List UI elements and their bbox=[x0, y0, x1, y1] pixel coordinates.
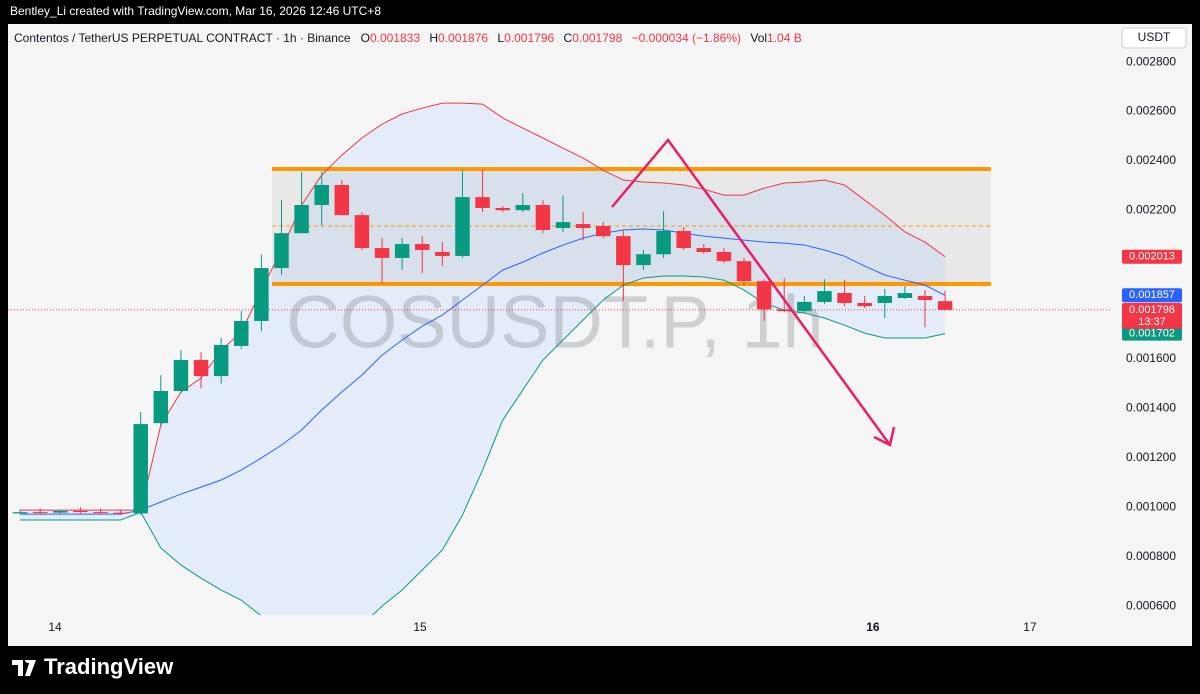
legend-row: Contentos / TetherUS PERPETUAL CONTRACT … bbox=[14, 31, 808, 45]
candle-body bbox=[254, 268, 269, 321]
low-value: 0.001796 bbox=[504, 31, 555, 45]
candle-body bbox=[435, 251, 450, 256]
open-value: 0.001833 bbox=[369, 31, 420, 45]
candle-body bbox=[535, 205, 551, 230]
candle-body bbox=[716, 251, 732, 262]
price-badge bbox=[1122, 288, 1182, 303]
candle-body bbox=[93, 512, 108, 514]
candle-body bbox=[213, 344, 229, 377]
y-tick-label: 0.002200 bbox=[1126, 203, 1176, 217]
candle-body bbox=[173, 360, 189, 391]
candle-body bbox=[153, 390, 169, 424]
candle-body bbox=[776, 309, 792, 312]
candle-body bbox=[32, 512, 48, 514]
candle-body bbox=[676, 230, 691, 249]
y-tick-label: 0.000600 bbox=[1126, 598, 1176, 612]
candle-body bbox=[575, 224, 591, 229]
countdown: 13:37 bbox=[1138, 316, 1166, 328]
y-tick-label: 0.002800 bbox=[1126, 54, 1176, 68]
price-badge-label: 0.001702 bbox=[1129, 328, 1175, 340]
candle-body bbox=[475, 197, 490, 208]
high-label: H bbox=[429, 31, 439, 45]
candle-body bbox=[455, 197, 470, 256]
credit: Bentley_Li created with TradingView.com,… bbox=[10, 4, 381, 18]
band-line bbox=[20, 228, 946, 515]
candle-body bbox=[294, 205, 309, 234]
band-line bbox=[20, 102, 946, 511]
candle-body bbox=[415, 244, 430, 251]
candle-body bbox=[193, 360, 209, 377]
candle-body bbox=[656, 230, 671, 255]
candle-body bbox=[616, 236, 631, 266]
candle-body bbox=[857, 302, 872, 307]
candle-body bbox=[555, 222, 571, 229]
y-tick-label: 0.001400 bbox=[1126, 400, 1176, 414]
symbol: Contentos / TetherUS PERPETUAL CONTRACT … bbox=[14, 31, 351, 45]
candle-body bbox=[837, 293, 852, 303]
footer-brand: TradingView bbox=[12, 654, 173, 680]
candle-body bbox=[495, 207, 510, 211]
candle-body bbox=[354, 215, 370, 249]
y-tick-label: 0.001200 bbox=[1126, 450, 1176, 464]
candle-body bbox=[133, 424, 148, 514]
candle-body bbox=[736, 261, 752, 282]
arrow-drawing bbox=[611, 137, 896, 447]
candle-body bbox=[73, 510, 88, 513]
x-tick-label: 15 bbox=[413, 620, 427, 634]
candle-body bbox=[234, 320, 249, 346]
price-badge-label: 0.002013 bbox=[1129, 251, 1175, 263]
candle-body bbox=[394, 244, 410, 258]
x-tick-label: 16 bbox=[866, 620, 880, 634]
currency-box[interactable] bbox=[1121, 27, 1187, 49]
candle-body bbox=[274, 233, 289, 269]
candle-body bbox=[797, 301, 812, 312]
high-value: 0.001876 bbox=[438, 31, 489, 45]
candle-body bbox=[756, 281, 772, 310]
close-value: 0.001798 bbox=[572, 31, 623, 45]
candle-body bbox=[334, 184, 350, 216]
candle-body bbox=[374, 248, 390, 258]
candle-body bbox=[917, 296, 933, 300]
y-tick-label: 0.001000 bbox=[1126, 499, 1176, 513]
y-tick-label: 0.001600 bbox=[1126, 351, 1176, 365]
price-badge-label: 0.001857 bbox=[1129, 289, 1175, 301]
x-tick-label: 14 bbox=[48, 620, 62, 634]
range-box bbox=[272, 167, 991, 286]
logo bbox=[12, 660, 36, 677]
y-tick-label: 0.002400 bbox=[1126, 153, 1176, 167]
price-badge-label: 0.001798 bbox=[1129, 304, 1175, 316]
open-label: O bbox=[360, 31, 370, 45]
y-tick-label: 0.002600 bbox=[1126, 104, 1176, 118]
candle-body bbox=[314, 184, 329, 206]
candle-body bbox=[897, 293, 913, 298]
price-badge bbox=[1122, 326, 1182, 341]
candle-body bbox=[596, 226, 611, 237]
candle-body bbox=[817, 291, 832, 302]
watermark: COSUSDT.P, 1h bbox=[286, 281, 823, 364]
volume: 1.04 B bbox=[767, 31, 802, 45]
change: −0.000034 (−1.86%) bbox=[631, 31, 742, 45]
y-tick-label: 0.000800 bbox=[1126, 549, 1176, 563]
low-label: L bbox=[497, 31, 505, 45]
currency: USDT bbox=[1138, 30, 1171, 44]
candle-body bbox=[113, 512, 128, 514]
candle-body bbox=[12, 512, 28, 514]
price-badge bbox=[1122, 302, 1182, 329]
candle-body bbox=[696, 248, 712, 252]
volume-label: Vol bbox=[750, 31, 768, 45]
candle-body bbox=[53, 510, 68, 513]
candle-body bbox=[877, 296, 893, 303]
price-badge bbox=[1122, 249, 1182, 264]
close-label: C bbox=[563, 31, 573, 45]
candle-body bbox=[937, 301, 953, 310]
candle-body bbox=[636, 254, 651, 266]
band-fill bbox=[20, 103, 946, 615]
brand: TradingView bbox=[44, 654, 174, 679]
candle-body bbox=[515, 205, 531, 211]
x-tick-label: 17 bbox=[1023, 620, 1037, 634]
